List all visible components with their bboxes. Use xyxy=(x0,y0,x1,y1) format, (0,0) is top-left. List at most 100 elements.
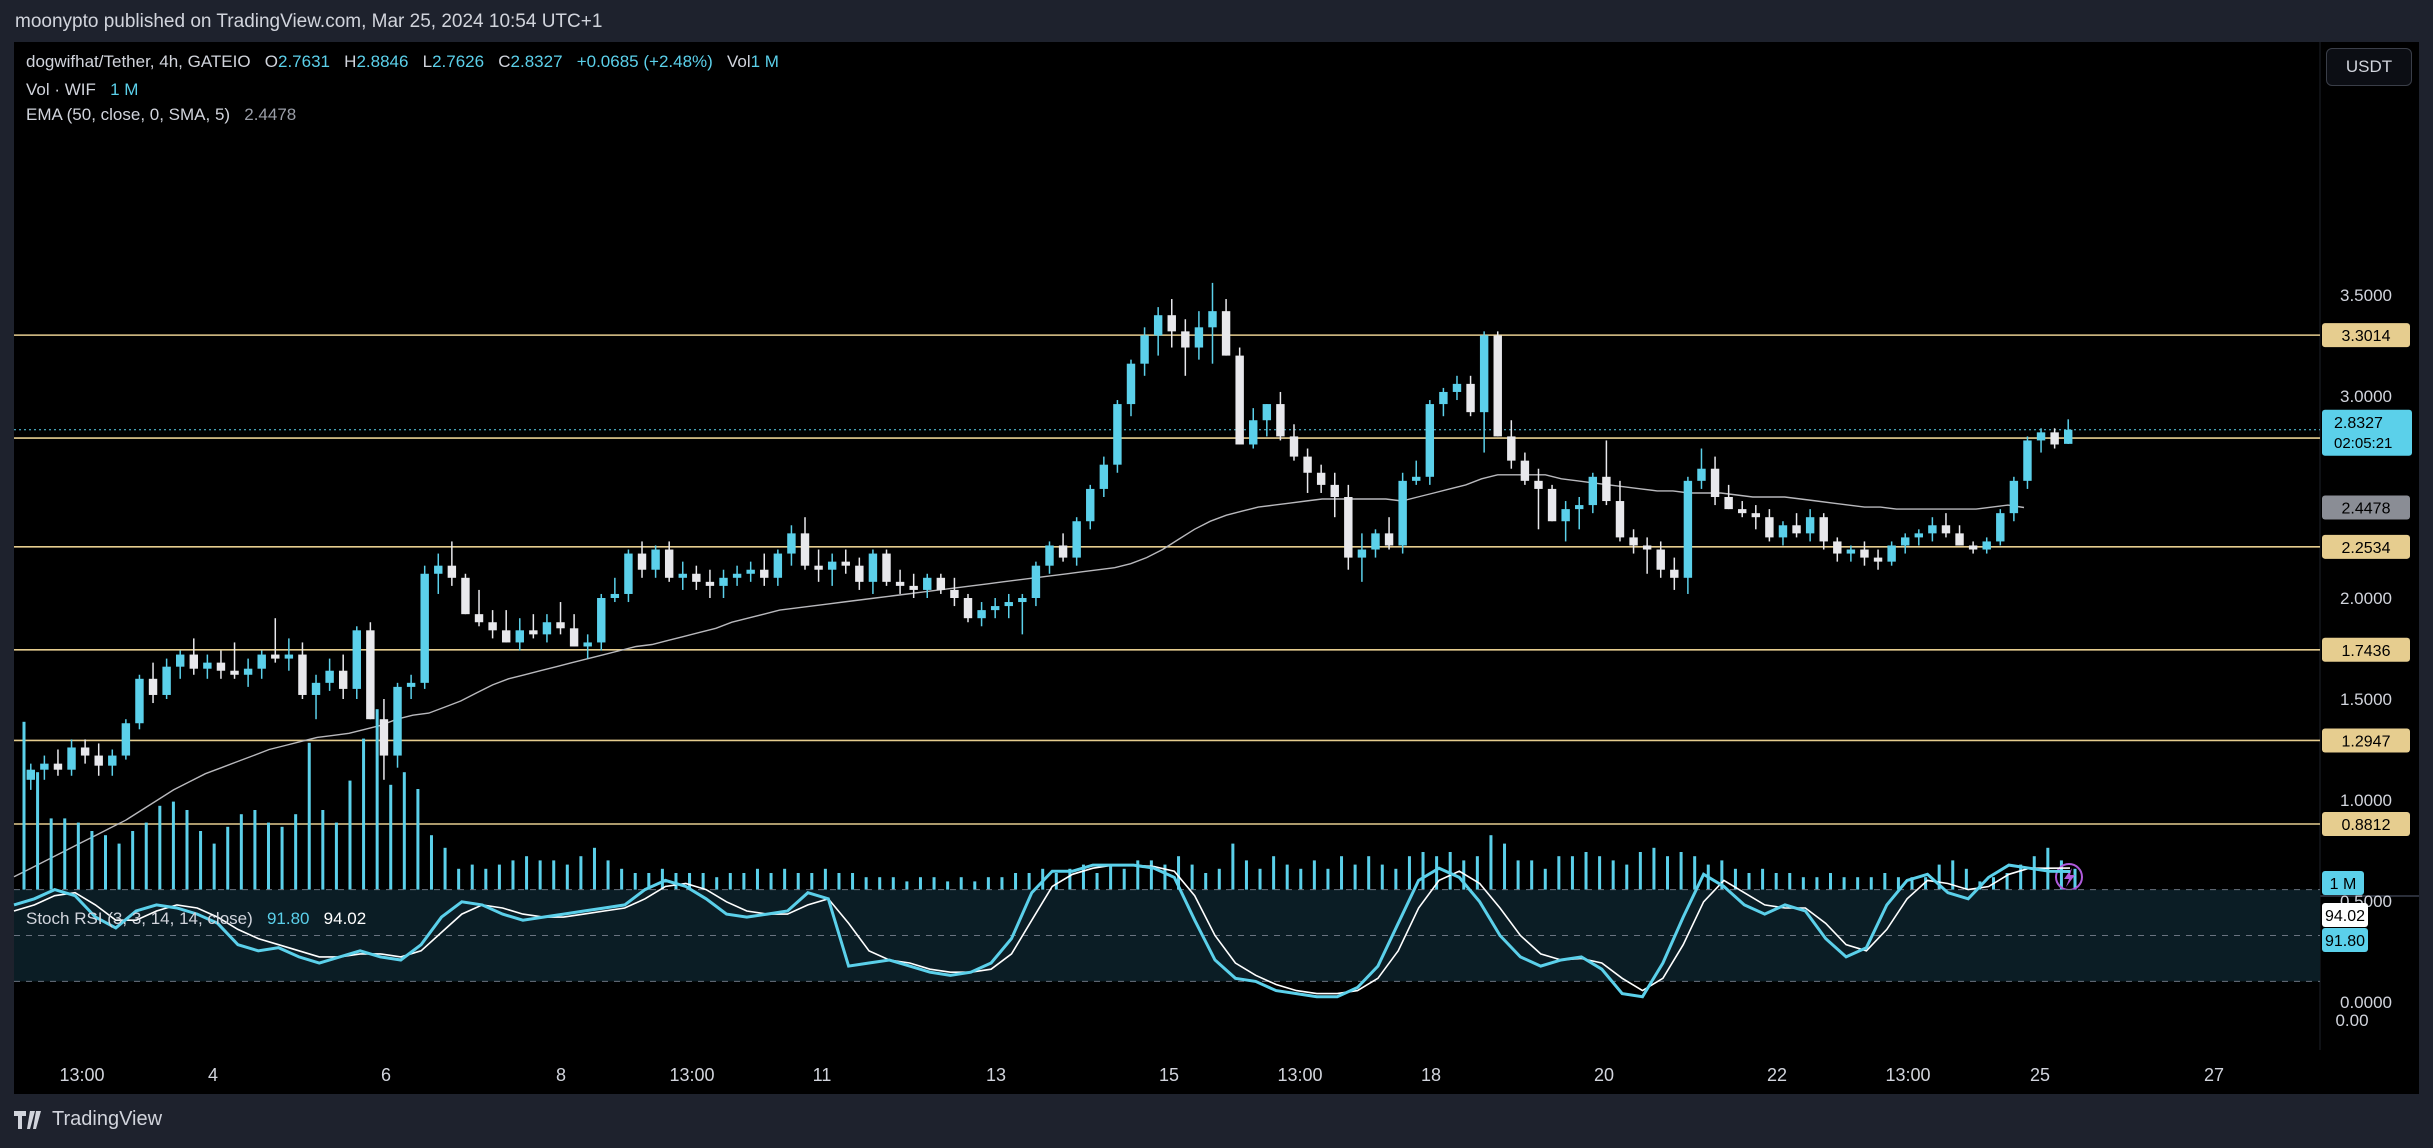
stoch-k-line xyxy=(13,863,2071,999)
candle-body xyxy=(936,577,946,590)
x-tick-label: 13:00 xyxy=(1885,1065,1930,1085)
candle-body xyxy=(1018,598,1027,603)
volume-bar xyxy=(1380,864,1384,894)
candle-body xyxy=(1303,456,1312,473)
candle-body xyxy=(1602,476,1611,502)
volume-bar xyxy=(348,780,352,894)
volume-bar xyxy=(171,801,175,894)
legend-vol-row-label[interactable]: Vol · WIF xyxy=(26,80,96,99)
volume-bar xyxy=(1000,877,1004,894)
candle-body xyxy=(1371,533,1380,550)
legend-change: +0.0685 (+2.48%) xyxy=(576,52,713,71)
candle-body xyxy=(366,630,375,720)
volume-bar xyxy=(810,873,814,894)
level-tag xyxy=(2322,811,2410,836)
volume-bar xyxy=(239,814,243,894)
volume-bar xyxy=(918,877,922,894)
candle-body xyxy=(1235,355,1244,445)
volume-bar xyxy=(457,868,461,894)
x-tick-label: 11 xyxy=(813,1065,832,1085)
volume-bar xyxy=(2005,873,2009,894)
candle-body xyxy=(746,569,755,574)
volume-bar xyxy=(1407,856,1411,894)
x-tick-label: 20 xyxy=(1594,1065,1614,1085)
volume-bar xyxy=(117,843,121,894)
volume-bar xyxy=(1733,868,1737,894)
legend-stoch-label[interactable]: Stoch RSI (3, 3, 14, 14, close) xyxy=(26,909,253,928)
candle-body xyxy=(2063,429,2073,444)
volume-bar xyxy=(1081,864,1085,894)
level-label: 1.2947 xyxy=(2342,733,2391,750)
candle-body xyxy=(1452,383,1462,392)
candle-body xyxy=(773,553,783,578)
candle-body xyxy=(1031,565,1041,598)
candle-body xyxy=(515,630,524,643)
candle-body xyxy=(1792,525,1801,534)
candle-body xyxy=(1575,505,1584,510)
volume-bar xyxy=(742,873,746,894)
volume-bar xyxy=(429,835,433,894)
candle-body xyxy=(1520,460,1530,481)
candle-body xyxy=(1901,537,1910,546)
volume-bar xyxy=(1109,864,1113,894)
lightning-icon-bolt xyxy=(2064,868,2075,887)
candle-body xyxy=(1751,513,1761,518)
legend-ema-label[interactable]: EMA (50, close, 0, SMA, 5) xyxy=(26,105,231,124)
candle-body xyxy=(311,682,321,695)
volume-bar xyxy=(1829,873,1833,894)
candle-body xyxy=(664,549,674,578)
volume-bar xyxy=(1421,852,1425,894)
volume-bar xyxy=(1231,843,1235,894)
candle-body xyxy=(121,723,131,756)
candle-body xyxy=(760,569,769,578)
volume-bar xyxy=(1068,868,1072,894)
candle-body xyxy=(651,549,660,570)
candle-body xyxy=(1738,509,1747,514)
candle-body xyxy=(461,577,470,615)
volume-bar xyxy=(688,873,692,894)
candle-body xyxy=(230,670,239,675)
volume-bar xyxy=(22,721,26,894)
candle-body xyxy=(203,662,212,669)
candle-body xyxy=(692,573,701,582)
level-label: 1.7436 xyxy=(2342,643,2391,660)
volume-bar xyxy=(728,873,732,894)
candle-body xyxy=(1316,472,1326,485)
currency-button[interactable]: USDT xyxy=(2326,48,2412,86)
volume-bar xyxy=(253,810,257,894)
volume-bar xyxy=(375,709,379,894)
candle-body xyxy=(1615,501,1625,538)
candle-body xyxy=(1683,480,1693,578)
legend-symbol[interactable]: dogwifhat/Tether, 4h, GATEIO xyxy=(26,52,251,71)
legend-stoch-k: 91.80 xyxy=(266,909,310,928)
legend-c-value: 2.8327 xyxy=(510,52,563,71)
x-tick-label: 27 xyxy=(2204,1065,2224,1085)
volume-bar xyxy=(90,831,94,894)
candle-body xyxy=(1873,557,1883,562)
last-price-label: 2.8327 xyxy=(2334,415,2383,432)
candle-body xyxy=(569,628,579,647)
candle-body xyxy=(963,598,973,619)
volume-tag xyxy=(2322,871,2364,895)
volume-bar xyxy=(1842,877,1846,894)
volume-bar xyxy=(1299,868,1303,894)
volume-bar xyxy=(1570,856,1574,894)
volume-bar xyxy=(1014,873,1018,894)
candle-body xyxy=(1153,315,1163,336)
volume-bar xyxy=(837,873,841,894)
candle-body xyxy=(2009,480,2019,514)
volume-bar xyxy=(1530,860,1534,894)
x-tick-label: 18 xyxy=(1421,1065,1441,1085)
countdown-label: 02:05:21 xyxy=(2334,435,2392,452)
volume-bar xyxy=(1340,856,1344,894)
volume-bar xyxy=(1204,873,1208,894)
candle-body xyxy=(393,686,402,756)
legend-l-value: 2.7626 xyxy=(432,52,485,71)
volume-bar xyxy=(783,868,787,894)
candle-body xyxy=(1208,311,1217,328)
ema-tag xyxy=(2322,495,2410,520)
volume-bar xyxy=(1285,864,1289,894)
volume-bar xyxy=(1747,873,1751,894)
candle-body xyxy=(1968,545,1978,550)
